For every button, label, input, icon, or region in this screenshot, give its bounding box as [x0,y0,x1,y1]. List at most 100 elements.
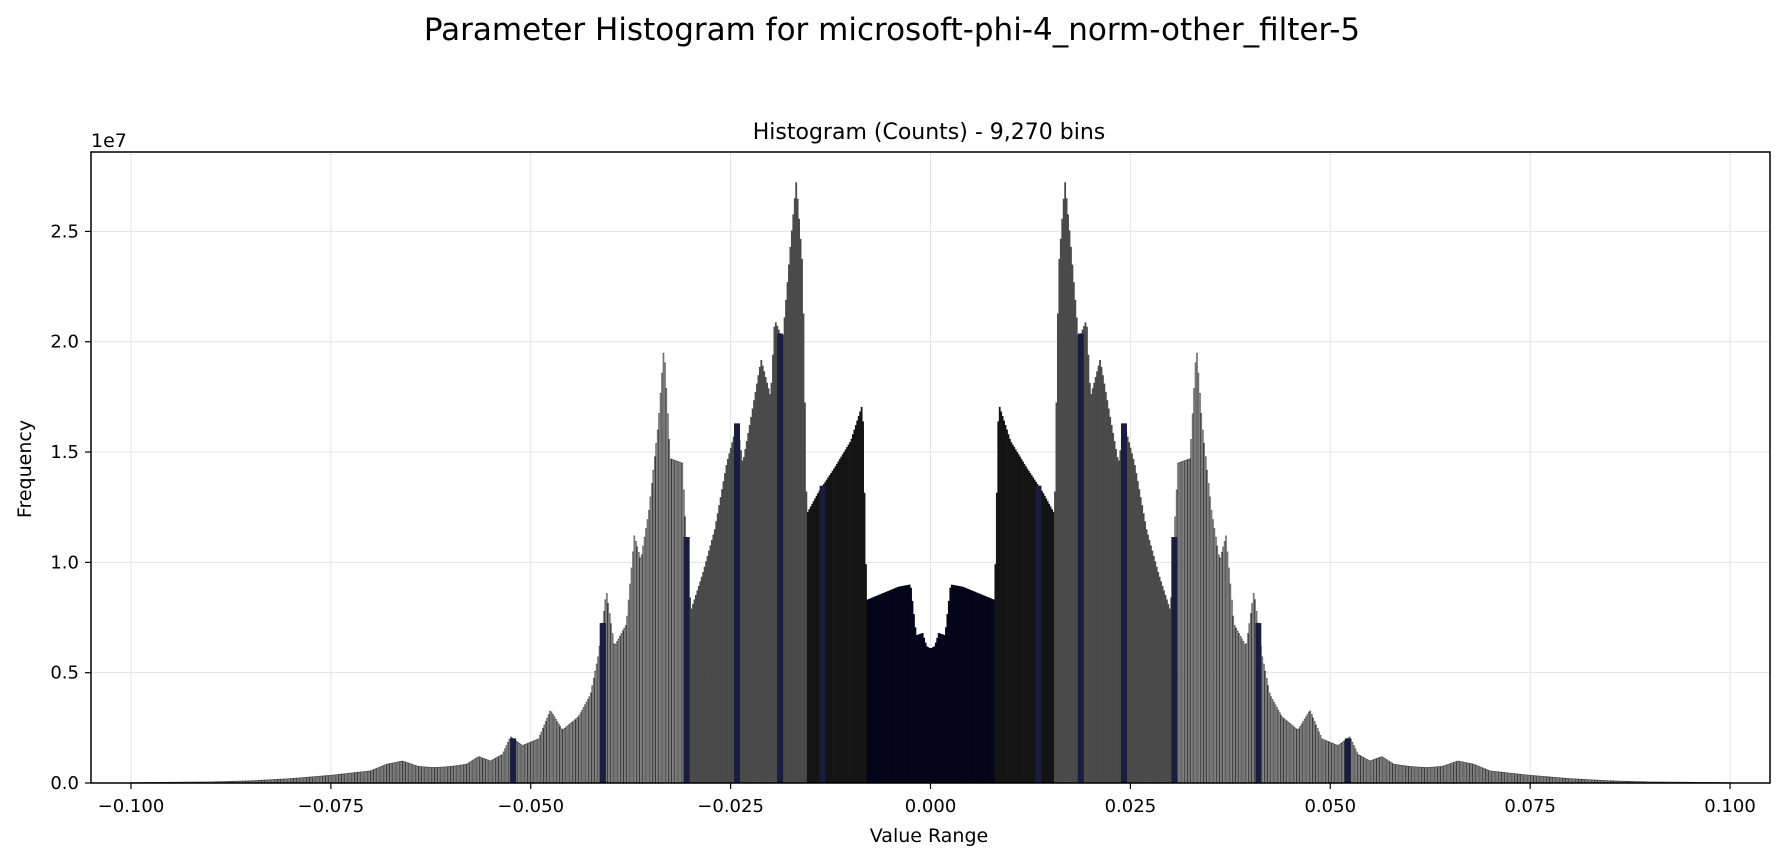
x-tick-label-8: 0.100 [1704,796,1756,817]
histogram-bar [1340,743,1341,783]
histogram-bar [1282,717,1283,783]
histogram-bar [1210,497,1211,783]
histogram-bar [1419,767,1420,783]
histogram-bar [400,761,401,783]
histogram-bar [494,759,495,783]
histogram-bar [417,766,418,783]
histogram-bar [1548,777,1549,783]
histogram-bar [631,568,632,783]
histogram-bar [1465,763,1466,783]
histogram-bar [352,773,353,783]
histogram-bar [1361,756,1362,783]
histogram-bar [1246,644,1247,783]
histogram-bar [356,772,357,783]
histogram-bar [643,546,644,783]
histogram-bar [496,758,497,783]
histogram-bar [303,778,304,783]
histogram-bar [359,772,360,783]
histogram-bar [503,752,504,783]
histogram-bar [619,636,620,783]
histogram-bar [673,460,674,783]
histogram-bar [624,628,625,783]
histogram-bar [430,767,431,783]
histogram-bar [1237,631,1238,783]
histogram-bar [611,624,612,783]
histogram-bar [1359,755,1360,783]
histogram-bar [531,742,532,783]
histogram-bar [1486,769,1487,783]
histogram-bar [1390,762,1391,783]
histogram-bar [538,739,539,783]
histogram-bar [1205,457,1206,783]
histogram-bar [666,388,667,783]
histogram-bar [1432,767,1433,783]
histogram-bar [1557,778,1558,783]
histogram-bar [1439,767,1440,783]
histogram-bar [1252,604,1253,783]
histogram-bar [1438,767,1439,783]
histogram-bar [384,765,385,783]
histogram-bar [316,776,317,783]
histogram-bar [1415,767,1416,783]
histogram-bar [426,767,427,783]
histogram-bar-accent [1035,486,1041,783]
histogram-bar [1319,732,1320,783]
histogram-bar [553,714,554,783]
histogram-bar [659,413,660,783]
histogram-bar [621,634,622,783]
histogram-bar [1194,388,1195,783]
histogram-bar [589,697,590,783]
histogram-bar [528,743,529,783]
histogram-bar [391,763,392,783]
histogram-bar [493,759,494,783]
histogram-bar [371,771,372,783]
histogram-bar [1558,778,1559,783]
histogram-bar [465,764,466,783]
histogram-bar [522,745,523,783]
histogram-bar [1313,718,1314,783]
histogram-bar [1422,767,1423,783]
histogram-bar [432,767,433,783]
histogram-bar [651,484,652,783]
histogram-bar [1197,353,1198,783]
histogram-bar [1479,766,1480,783]
histogram-bar [579,715,580,783]
histogram-bar [348,773,349,783]
histogram-bar [593,679,594,784]
histogram-bar [1464,762,1465,783]
histogram-bar [1278,710,1279,783]
histogram-bar [374,769,375,783]
histogram-bar [1490,771,1491,783]
histogram-bar [1436,767,1437,783]
histogram-bar [1505,773,1506,783]
histogram-bar [1272,699,1273,783]
histogram-bar [576,719,577,783]
x-tick-label-4: 0.000 [905,796,957,817]
histogram-bar [409,763,410,783]
histogram-bar-accent [1345,738,1351,783]
histogram-bar [1375,759,1376,783]
histogram-bar [1367,759,1368,783]
histogram-bar [366,771,367,783]
histogram-bar [596,664,597,783]
histogram-bar [1329,742,1330,783]
figure-suptitle: Parameter Histogram for microsoft-phi-4_… [424,12,1360,48]
histogram-bar [1412,767,1413,783]
histogram-bar [1391,763,1392,783]
histogram-bar [1339,744,1340,783]
chart-title: Histogram (Counts) - 9,270 bins [753,120,1105,145]
histogram-bar [1221,552,1222,783]
histogram-bar [301,778,302,783]
histogram-bar [1451,763,1452,783]
histogram-bar [1495,771,1496,783]
x-tick-label-3: −0.025 [697,796,764,817]
y-axis-label: Frequency [14,420,36,518]
histogram-bar [653,470,654,783]
histogram-bar [457,766,458,783]
histogram-bar [461,765,462,783]
histogram-bar [644,537,645,783]
histogram-bar [1383,757,1384,783]
histogram-bar [1470,763,1471,783]
histogram-bar [1262,657,1263,783]
